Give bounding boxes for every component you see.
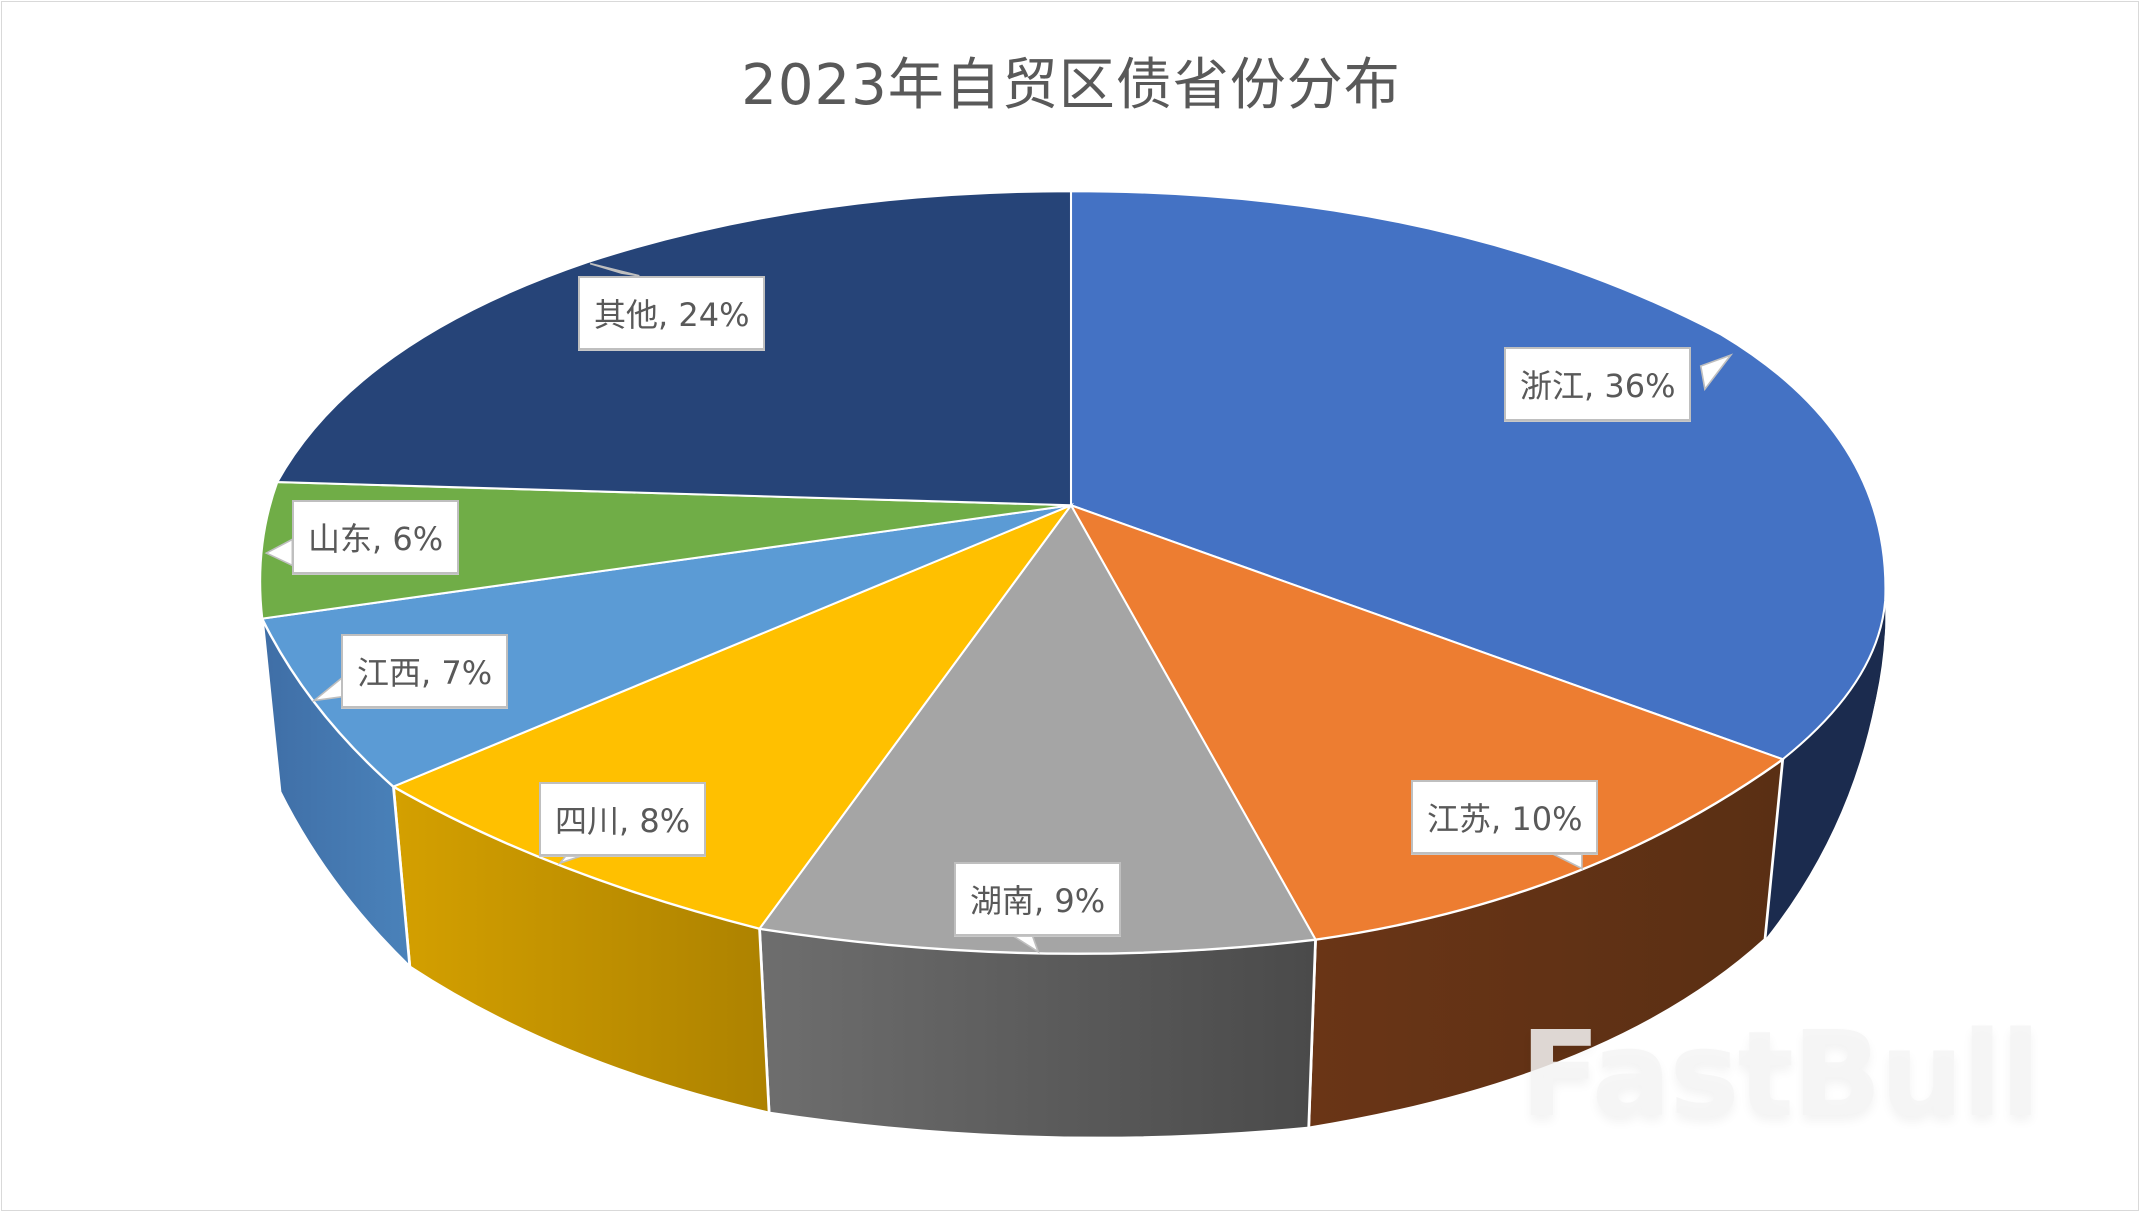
data-label-other: 其他, 24% — [578, 276, 766, 350]
slice-hunan[interactable] — [757, 503, 1318, 955]
data-label-sichuan: 四川, 8% — [539, 782, 707, 856]
fastbull-watermark: FastBull — [1520, 1005, 2041, 1143]
pie-side-walls — [260, 600, 1886, 1140]
data-label-hunan: 湖南, 9% — [954, 862, 1122, 936]
data-label-jiangsu: 江苏, 10% — [1411, 780, 1599, 854]
data-label-jiangxi: 江西, 7% — [341, 634, 509, 708]
chart-title: 2023年自贸区债省份分布 — [741, 53, 1401, 118]
side-hunan — [758, 926, 1317, 1140]
slice-jiangsu[interactable] — [1068, 503, 1785, 941]
pointer-other — [589, 262, 640, 277]
pointer-zhejiang — [1699, 353, 1734, 392]
slice-zhejiang[interactable] — [1069, 190, 1887, 761]
data-label-zhejiang: 浙江, 36% — [1504, 347, 1692, 421]
slice-jiangxi[interactable] — [260, 504, 1072, 788]
pie-top-face — [259, 190, 1887, 955]
data-label-shandong: 山东, 6% — [292, 500, 460, 574]
side-zhejiang-strip — [1764, 600, 1886, 940]
slice-shandong[interactable] — [259, 481, 1072, 620]
